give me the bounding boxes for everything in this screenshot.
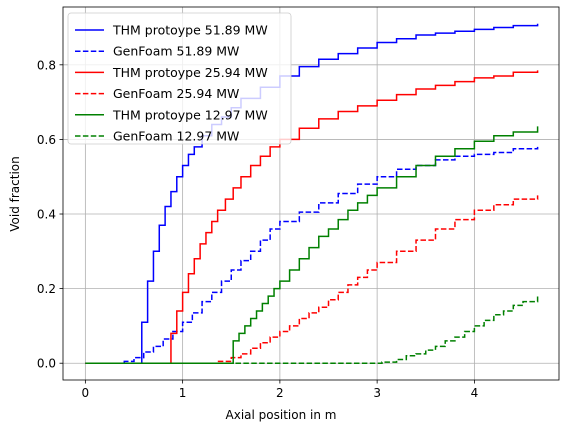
x-tick-label: 2 — [276, 386, 284, 400]
y-tick-label: 0.8 — [37, 58, 56, 72]
legend-box — [67, 12, 292, 145]
legend: THM protoype 51.89 MW GenFoam 51.89 MW THM… — [67, 12, 292, 145]
legend-label-5: GenFoam 12.97 MW — [113, 129, 239, 144]
x-tick-label: 1 — [179, 386, 187, 400]
plot-frame — [62, 6, 560, 381]
legend-label-3: GenFoam 25.94 MW — [113, 86, 239, 101]
legend-label-1: GenFoam 51.89 MW — [113, 44, 239, 59]
y-tick-label: 0.0 — [37, 357, 56, 371]
series-line-4 — [85, 126, 539, 364]
y-tick-label: 0.6 — [37, 133, 56, 147]
x-tick-label: 3 — [373, 386, 381, 400]
series-line-5 — [85, 296, 539, 364]
legend-label-0: THM protoype 51.89 MW — [112, 23, 268, 38]
legend-label-2: THM protoype 25.94 MW — [112, 65, 268, 80]
y-tick-label: 0.2 — [37, 282, 56, 296]
x-axis-label: Axial position in m — [226, 408, 337, 422]
x-tick-label: 4 — [471, 386, 479, 400]
y-tick-label: 0.4 — [37, 208, 56, 222]
series-line-2 — [85, 70, 539, 364]
series-line-3 — [85, 195, 539, 364]
x-tick-label: 0 — [82, 386, 90, 400]
ticks: 0 1 2 3 4 0.0 0.2 0.4 0.6 0.8 — [37, 58, 478, 400]
series-line-1 — [85, 146, 539, 364]
legend-label-4: THM protoype 12.97 MW — [112, 107, 268, 122]
y-axis-label: Void fraction — [8, 156, 22, 231]
